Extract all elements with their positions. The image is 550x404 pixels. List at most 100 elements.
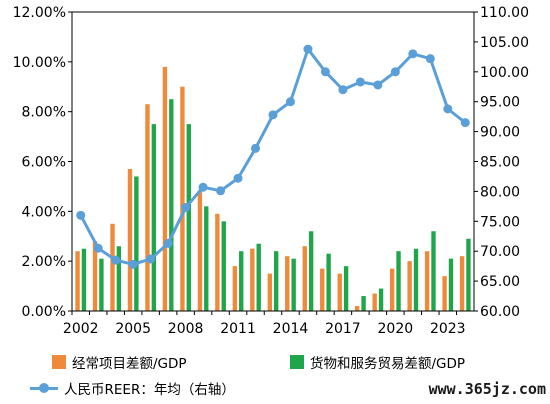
right-tick-label: 60.00 (480, 304, 520, 320)
bar-current-account (92, 241, 98, 311)
bar-current-account (267, 273, 272, 311)
bar-current-account (232, 266, 238, 311)
reer-point (181, 203, 191, 213)
reer-point (443, 104, 453, 114)
reer-point (93, 243, 103, 253)
bar-trade-balance (326, 253, 331, 311)
reer-line (76, 44, 470, 269)
reer-point (251, 143, 261, 153)
reer-point (128, 259, 138, 269)
bar-trade-balance (204, 206, 209, 311)
bar-trade-balance (466, 238, 471, 311)
reer-point (163, 238, 173, 248)
bar-current-account (180, 86, 185, 311)
bar-current-account (459, 256, 465, 311)
bar-current-account (389, 268, 395, 311)
bar-trade-balance (413, 248, 419, 311)
left-tick-label: 8.00% (22, 105, 66, 121)
right-tick-label: 85.00 (480, 155, 520, 171)
bar-trade-balance (361, 296, 366, 311)
right-tick-label: 105.00 (480, 35, 529, 51)
bar-trade-balance (134, 176, 139, 311)
x-tick-label: 2005 (115, 321, 151, 337)
reer-point (303, 44, 313, 54)
bar-current-account (215, 213, 220, 311)
bar-current-account (127, 168, 133, 311)
bar-current-account (424, 251, 430, 311)
bar-current-account (75, 251, 80, 311)
x-tick-label: 2023 (430, 321, 466, 337)
reer-point (373, 80, 383, 90)
left-tick-label: 10.00% (13, 55, 66, 71)
reer-point (111, 255, 121, 265)
x-tick-label: 2011 (220, 321, 256, 337)
left-tick-label: 4.00% (22, 204, 66, 220)
bar-trade-balance (151, 124, 157, 311)
bar-current-account (145, 104, 150, 311)
bars (75, 66, 471, 311)
bar-trade-balance (221, 221, 226, 311)
left-tick-label: 0.00% (22, 304, 66, 320)
left-tick-label: 6.00% (22, 155, 66, 171)
bar-current-account (285, 256, 290, 311)
bar-current-account (320, 268, 325, 311)
bar-trade-balance (308, 231, 314, 311)
bar-current-account (442, 276, 447, 311)
legend-swatch-blue-line (30, 381, 58, 395)
reer-point (425, 54, 435, 64)
right-tick-label: 70.00 (480, 244, 520, 260)
bar-current-account (355, 306, 360, 311)
bar-trade-balance (291, 258, 296, 311)
right-tick-label: 75.00 (480, 214, 520, 230)
reer-point (338, 85, 348, 95)
legend-reer: 人民币REER：年均（右轴） (30, 378, 235, 398)
right-tick-label: 80.00 (480, 184, 520, 200)
watermark: www.365jz.com (428, 380, 546, 398)
x-tick-label: 2017 (325, 321, 361, 337)
legend-label-current-account: 经常项目差额/GDP (72, 356, 187, 372)
bar-trade-balance (378, 288, 384, 311)
left-tick-label: 2.00% (22, 254, 66, 270)
bar-trade-balance (256, 243, 261, 311)
bar-current-account (407, 261, 412, 311)
bar-current-account (110, 223, 115, 311)
reer-point (216, 186, 226, 196)
right-tick-label: 110.00 (480, 5, 529, 21)
x-tick-label: 2008 (168, 321, 204, 337)
bar-trade-balance (99, 258, 104, 311)
bar-current-account (250, 248, 255, 311)
bar-trade-balance (448, 258, 454, 311)
right-tick-label: 100.00 (480, 65, 529, 81)
reer-point (460, 118, 470, 128)
legend-trade-balance: 货物和服务贸易差额/GDP (290, 352, 465, 372)
reer-point (355, 77, 365, 87)
legend-swatch-orange (52, 355, 66, 369)
bar-trade-balance (431, 231, 436, 311)
x-tick-label: 2020 (378, 321, 414, 337)
bar-trade-balance (239, 251, 244, 311)
bar-current-account (372, 293, 377, 311)
x-tick-label: 2014 (273, 321, 309, 337)
bar-current-account (337, 273, 342, 311)
reer-point (408, 49, 418, 59)
bar-trade-balance (116, 246, 122, 311)
right-tick-label: 95.00 (480, 95, 520, 111)
reer-point (146, 254, 156, 264)
right-tick-label: 90.00 (480, 125, 520, 141)
reer-point (268, 110, 278, 120)
bar-trade-balance (396, 251, 401, 311)
legend-swatch-green (290, 355, 304, 369)
x-tick-label: 2002 (63, 321, 99, 337)
reer-point (76, 210, 86, 220)
bar-trade-balance (274, 251, 279, 311)
bar-current-account (162, 66, 168, 311)
reer-point (320, 67, 330, 77)
bar-trade-balance (186, 124, 191, 311)
reer-point (285, 97, 295, 107)
legend-label-reer: 人民币REER：年均（右轴） (64, 382, 235, 398)
bar-trade-balance (169, 99, 174, 311)
reer-point (198, 182, 208, 192)
bar-current-account (197, 191, 203, 311)
bar-trade-balance (81, 248, 87, 311)
